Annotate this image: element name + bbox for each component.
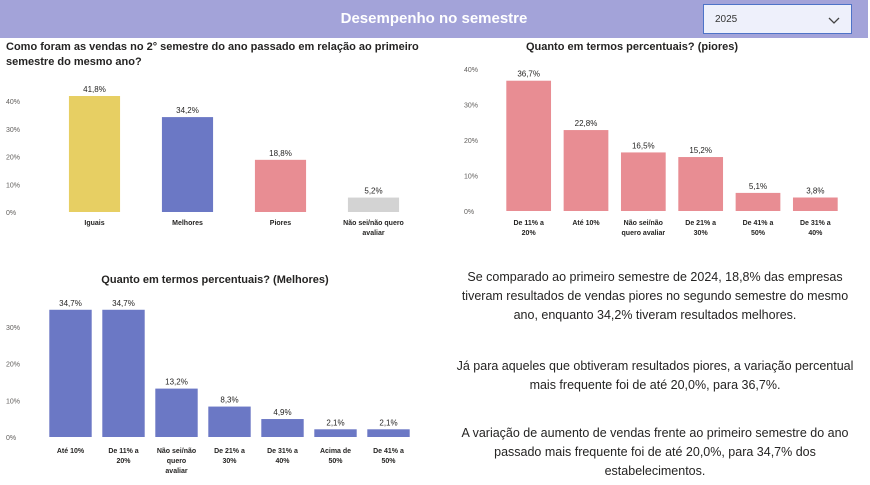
category-label: De 31% a [800,220,831,227]
category-label: De 41% a [373,448,404,455]
category-label: Até 10% [572,220,600,227]
y-tick-label: 0% [464,209,474,216]
y-tick-label: 40% [464,67,478,74]
data-label: 3,8% [806,187,824,196]
category-label: Melhores [172,220,203,227]
category-label: 50% [751,230,766,237]
chart-title: Quanto em termos percentuais? (piores) [526,41,738,53]
bar [792,197,838,211]
bar [261,419,304,437]
y-tick-label: 30% [6,127,20,134]
bar [563,130,609,211]
y-tick-label: 40% [6,99,20,106]
category-label: Até 10% [57,448,85,455]
data-label: 34,7% [112,299,135,308]
summary-text-3: A variação de aumento de vendas frente a… [461,426,849,478]
bar [367,429,410,437]
summary-text-1: Se comparado ao primeiro semestre de 202… [461,270,849,322]
category-label: De 21% a [214,448,245,455]
category-label: De 11% a [108,448,138,455]
data-label: 2,1% [326,418,344,427]
data-label: 34,2% [176,106,199,115]
category-label: 50% [381,458,396,465]
data-label: 18,8% [269,149,292,158]
bar [102,309,145,437]
chart-vendas-semestre: Como foram as vendas no 2° semestre do a… [6,41,419,237]
data-label: 5,2% [364,187,382,196]
data-label: 16,5% [632,141,655,150]
bar [347,197,400,212]
bar [155,388,198,437]
category-label: Não sei/não quero [343,220,404,227]
data-label: 41,8% [83,85,106,94]
y-tick-label: 20% [464,138,478,145]
data-label: 13,2% [165,378,188,387]
category-label: avaliar [362,230,384,237]
category-label: Acima de [320,448,351,455]
bar [161,117,214,212]
bar [208,406,251,437]
category-label: 20% [522,230,537,237]
category-label: 30% [694,230,709,237]
bar [735,192,781,211]
category-label: De 41% a [743,220,774,227]
category-label: quero [167,458,186,465]
y-tick-label: 0% [6,435,16,442]
data-label: 34,7% [59,299,82,308]
category-label: quero avaliar [622,230,666,237]
category-label: 50% [328,458,343,465]
y-tick-label: 10% [6,398,20,405]
bar [314,429,357,437]
data-label: 4,9% [273,408,291,417]
category-label: 40% [275,458,290,465]
category-label: De 11% a [513,220,543,227]
data-label: 22,8% [575,119,598,128]
bar [620,152,666,211]
data-label: 15,2% [689,146,712,155]
bar [678,157,724,211]
data-label: 36,7% [517,70,540,79]
year-dropdown-value: 2025 [715,14,738,25]
data-label: 8,3% [220,396,238,405]
data-label: 2,1% [379,418,397,427]
category-label: Piores [270,220,292,227]
chart-piores: Quanto em termos percentuais? (piores) 0%… [464,41,838,237]
chart-melhores: Quanto em termos percentuais? (Melhores)… [6,274,410,475]
data-label: 5,1% [749,182,767,191]
y-tick-label: 30% [6,325,20,332]
category-label: Iguais [84,220,104,227]
y-tick-label: 20% [6,155,20,162]
chart-title: semestre do mesmo ano? [6,56,142,68]
chart-title: Como foram as vendas no 2° semestre do a… [6,41,419,53]
category-label: 40% [808,230,823,237]
year-dropdown[interactable]: 2025 [703,4,852,34]
category-label: Não sei/não [157,448,196,455]
y-tick-label: 10% [464,174,478,181]
y-tick-label: 0% [6,210,16,217]
y-tick-label: 10% [6,182,20,189]
category-label: De 31% a [267,448,298,455]
summary-text-2: Já para aqueles que obtiveram resultados… [456,359,854,392]
bar [254,159,307,212]
y-tick-label: 20% [6,362,20,369]
bar [506,80,552,211]
category-label: Não sei/não [624,220,663,227]
category-label: 20% [116,458,131,465]
chevron-down-icon [828,17,840,24]
category-label: De 21% a [685,220,716,227]
category-label: avaliar [165,468,187,475]
bar [49,309,92,437]
y-tick-label: 30% [464,103,478,110]
category-label: 30% [222,458,237,465]
chart-title: Quanto em termos percentuais? (Melhores) [101,274,329,286]
page-title: Desempenho no semestre [340,10,528,27]
bar [68,96,121,212]
